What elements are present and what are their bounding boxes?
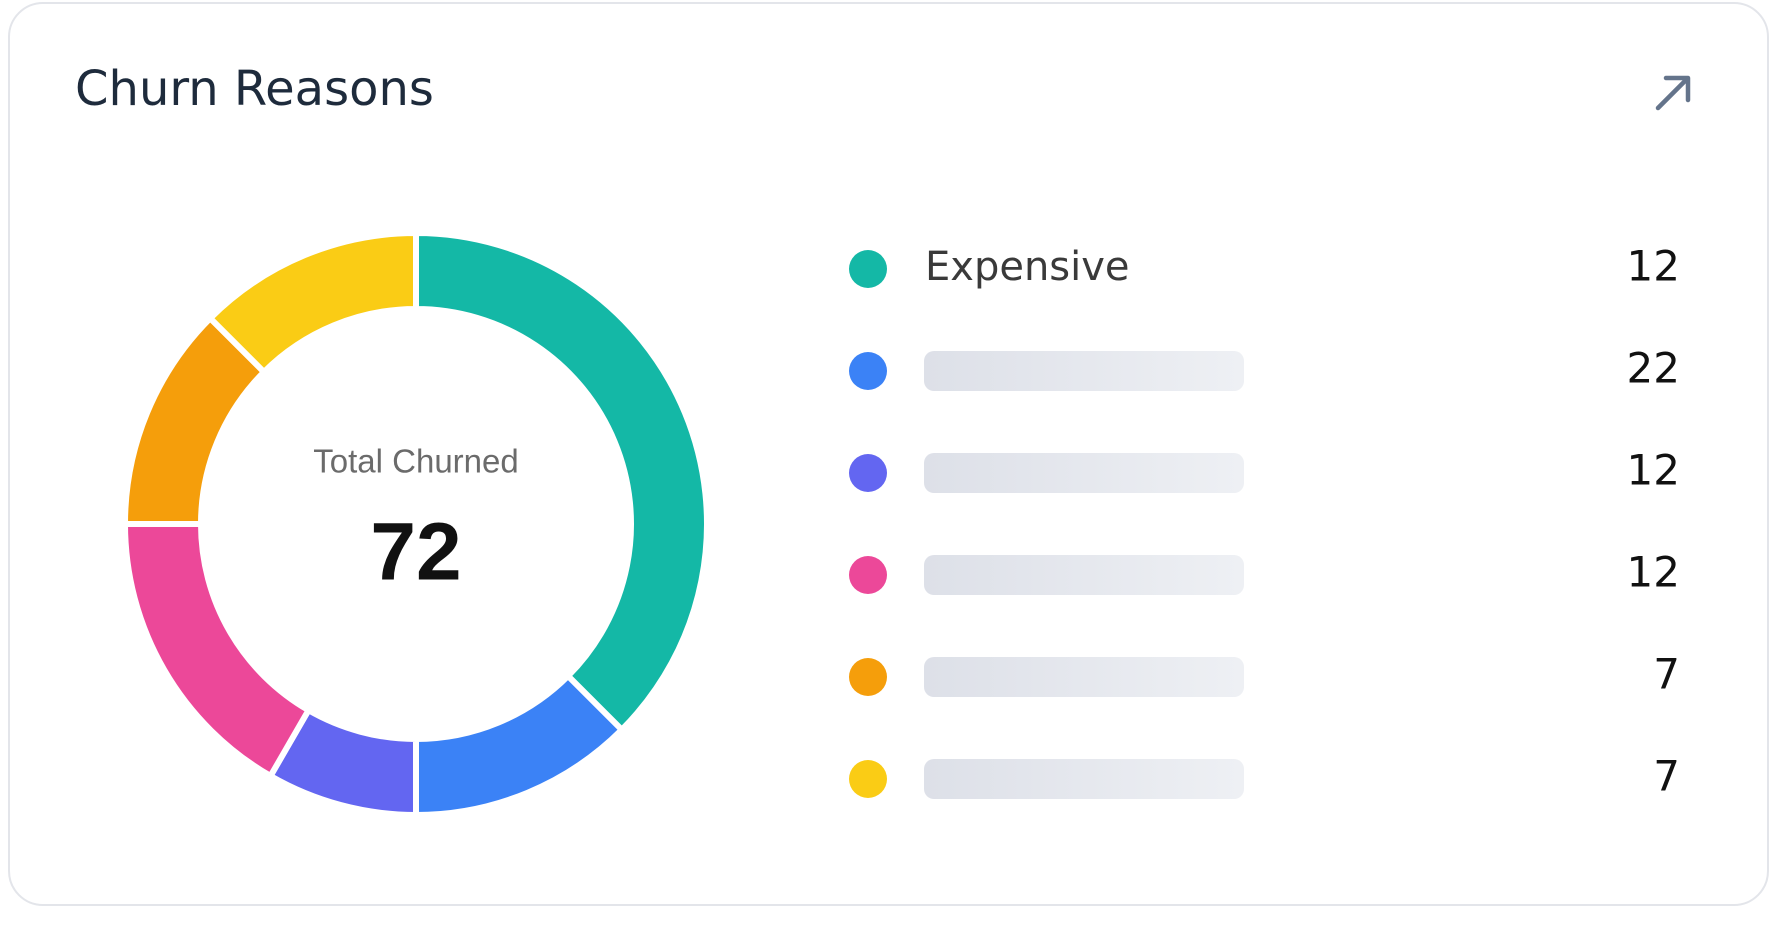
center-value: 72 bbox=[370, 507, 461, 598]
legend-count: 22 bbox=[1627, 344, 1680, 393]
skeleton-placeholder bbox=[924, 657, 1244, 697]
legend-dot bbox=[849, 556, 887, 594]
legend-count: 7 bbox=[1653, 752, 1680, 801]
legend-label: Expensive bbox=[925, 244, 1130, 290]
donut-slice bbox=[205, 229, 419, 377]
legend-dot bbox=[849, 760, 887, 798]
legend-dot bbox=[849, 658, 887, 696]
card-frame bbox=[8, 2, 1769, 906]
legend-dot bbox=[849, 352, 887, 390]
card-title: Churn Reasons bbox=[75, 61, 434, 117]
skeleton-placeholder bbox=[924, 759, 1244, 799]
legend-dot bbox=[849, 454, 887, 492]
skeleton-placeholder bbox=[924, 453, 1244, 493]
center-label: Total Churned bbox=[313, 443, 518, 480]
legend-count: 7 bbox=[1653, 650, 1680, 699]
expand-icon[interactable] bbox=[1655, 75, 1691, 111]
legend-count: 12 bbox=[1627, 548, 1680, 597]
legend-dot bbox=[849, 250, 887, 288]
skeleton-placeholder bbox=[924, 555, 1244, 595]
skeleton-placeholder bbox=[924, 351, 1244, 391]
donut-slice bbox=[413, 229, 710, 735]
legend-count: 12 bbox=[1627, 242, 1680, 291]
legend-count: 12 bbox=[1627, 446, 1680, 495]
